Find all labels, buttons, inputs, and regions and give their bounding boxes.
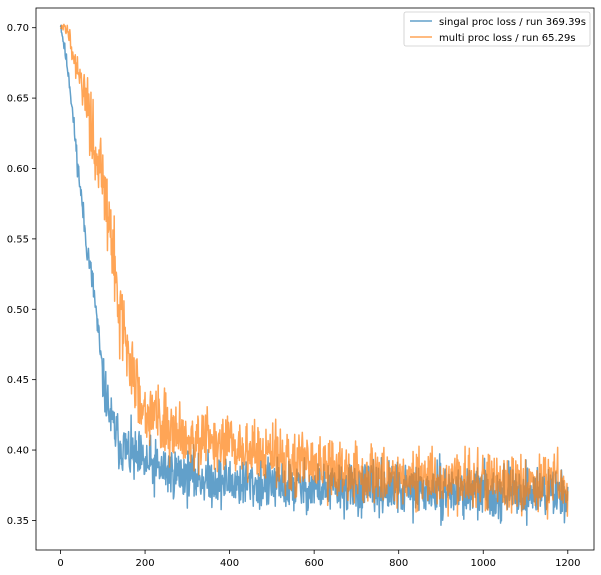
legend-label-series-2: multi proc loss / run 65.29s bbox=[439, 33, 576, 44]
x-tick-label: 1000 bbox=[471, 558, 496, 569]
plot-frame bbox=[35, 7, 595, 551]
x-tick-label: 800 bbox=[389, 558, 408, 569]
y-tick-label: 0.60 bbox=[7, 164, 29, 175]
y-tick-label: 0.55 bbox=[7, 234, 29, 245]
series-layer bbox=[59, 23, 569, 527]
legend-box bbox=[403, 11, 591, 47]
legend-label-series-1: singal proc loss / run 369.39s bbox=[439, 17, 586, 28]
x-tick-label: 200 bbox=[136, 558, 155, 569]
legend: singal proc loss / run 369.39s multi pro… bbox=[403, 11, 591, 47]
x-tick-label: 1200 bbox=[555, 558, 580, 569]
series-line-2 bbox=[59, 23, 569, 520]
y-tick-label: 0.35 bbox=[7, 516, 29, 527]
y-tick-label: 0.40 bbox=[7, 446, 29, 457]
x-axis-ticks: 0 200 400 600 800 1000 1200 bbox=[57, 550, 581, 569]
series-line-1 bbox=[59, 24, 569, 527]
y-tick-label: 0.70 bbox=[7, 23, 29, 34]
y-tick-label: 0.65 bbox=[7, 94, 29, 105]
y-axis-ticks: 0.35 0.40 0.45 0.50 0.55 0.60 0.65 0.70 bbox=[7, 23, 36, 527]
x-tick-label: 600 bbox=[305, 558, 324, 569]
y-tick-label: 0.45 bbox=[7, 375, 29, 386]
x-tick-label: 400 bbox=[220, 558, 239, 569]
x-tick-label: 0 bbox=[57, 558, 63, 569]
y-tick-label: 0.50 bbox=[7, 305, 29, 316]
